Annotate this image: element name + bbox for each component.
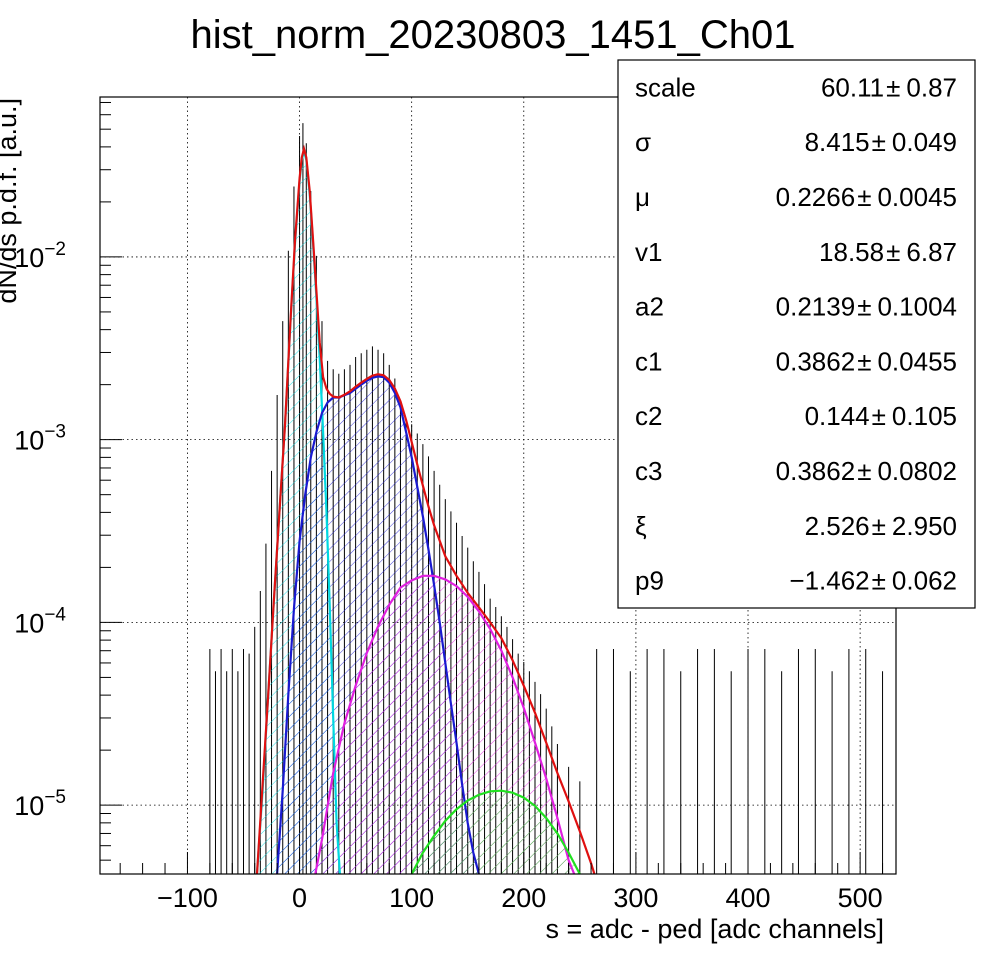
stat-pm-6: ± <box>872 401 886 431</box>
stat-error-3: 6.87 <box>906 237 957 267</box>
x-tick-label-0: −100 <box>157 883 218 913</box>
stat-value-3: 18.58 <box>819 237 884 267</box>
stat-name-4: a2 <box>635 292 664 322</box>
y-tick-exponent: −4 <box>44 604 66 625</box>
y-tick-base: 10 <box>14 243 44 273</box>
y-tick-base: 10 <box>14 608 44 638</box>
y-tick-label-2: 10−3 <box>14 422 66 456</box>
x-tick-label-1: 0 <box>292 883 307 913</box>
series-line-1 <box>276 375 480 874</box>
y-tick-label-3: 10−2 <box>14 239 66 273</box>
stat-value-8: 2.526 <box>805 511 870 541</box>
stat-error-2: 0.0045 <box>877 182 957 212</box>
stat-value-6: 0.144 <box>805 401 870 431</box>
stat-error-1: 0.049 <box>892 127 957 157</box>
stat-value-1: 8.415 <box>805 127 870 157</box>
stat-name-6: c2 <box>635 401 662 431</box>
stat-pm-9: ± <box>872 566 886 596</box>
stat-pm-8: ± <box>872 511 886 541</box>
stat-name-7: c3 <box>635 456 662 486</box>
stat-pm-5: ± <box>857 346 871 376</box>
stat-name-2: μ <box>635 182 650 212</box>
stat-error-5: 0.0455 <box>877 346 957 376</box>
stat-value-2: 0.2266 <box>776 182 856 212</box>
x-tick-label-3: 200 <box>501 883 546 913</box>
stat-error-0: 0.87 <box>906 72 957 102</box>
series-line-4 <box>255 144 596 874</box>
y-tick-label-0: 10−5 <box>14 787 66 821</box>
stat-error-6: 0.105 <box>892 401 957 431</box>
stat-value-4: 0.2139 <box>776 292 856 322</box>
x-axis-label: s = adc - ped [adc channels] <box>546 914 884 944</box>
stat-pm-4: ± <box>857 292 871 322</box>
chart-title: hist_norm_20230803_1451_Ch01 <box>191 13 796 57</box>
stat-name-8: ξ <box>635 511 647 541</box>
stat-error-4: 0.1004 <box>877 292 957 322</box>
series-fill-3 <box>411 790 580 874</box>
plot-area <box>209 123 884 874</box>
y-tick-base: 10 <box>14 791 44 821</box>
stat-value-5: 0.3862 <box>776 346 856 376</box>
stat-value-9: −1.462 <box>789 566 869 596</box>
y-tick-exponent: −2 <box>44 239 66 260</box>
y-tick-base: 10 <box>14 426 44 456</box>
stat-error-7: 0.0802 <box>877 456 957 486</box>
stats-box-frame <box>617 59 976 609</box>
x-tick-label-5: 400 <box>725 883 770 913</box>
x-tick-label-6: 500 <box>838 883 883 913</box>
x-tick-label-4: 300 <box>613 883 658 913</box>
stat-error-9: 0.062 <box>892 566 957 596</box>
series-line-2 <box>314 574 576 874</box>
stat-name-0: scale <box>635 72 696 102</box>
stat-value-0: 60.11 <box>821 72 884 102</box>
stat-value-7: 0.3862 <box>776 456 856 486</box>
stat-error-8: 2.950 <box>892 511 957 541</box>
stat-pm-2: ± <box>857 182 871 212</box>
y-axis-label: dN/ds p.d.f. [a.u.] <box>0 98 22 304</box>
stat-pm-1: ± <box>872 127 886 157</box>
series-line-3 <box>410 789 581 874</box>
x-tick-label-2: 100 <box>389 883 434 913</box>
y-tick-label-1: 10−4 <box>14 604 66 638</box>
stat-name-5: c1 <box>635 346 662 376</box>
stat-pm-3: ± <box>886 237 900 267</box>
stat-name-9: p9 <box>635 566 664 596</box>
stat-pm-7: ± <box>857 456 871 486</box>
y-tick-exponent: −3 <box>44 422 66 443</box>
stat-name-1: σ <box>635 127 651 157</box>
y-tick-exponent: −5 <box>44 787 66 808</box>
stat-pm-0: ± <box>886 72 900 102</box>
stat-name-3: v1 <box>635 237 662 267</box>
